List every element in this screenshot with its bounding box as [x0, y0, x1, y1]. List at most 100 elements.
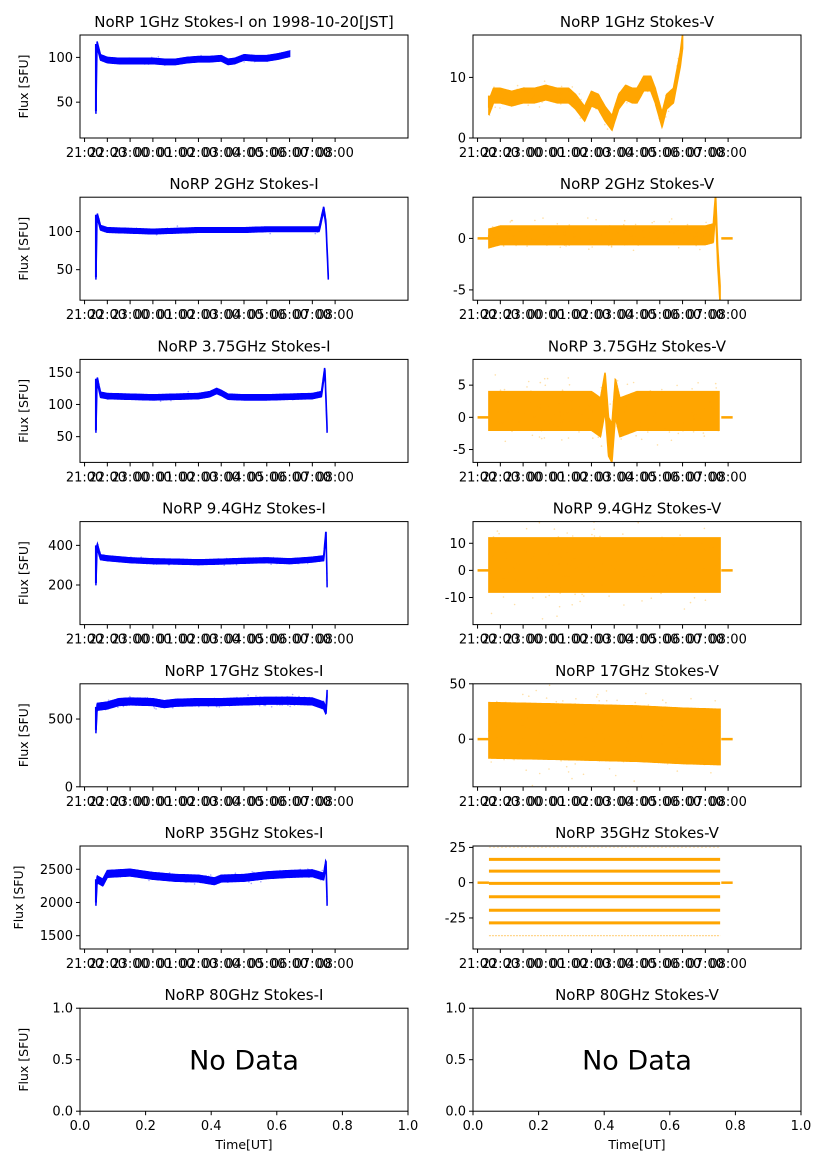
data-point	[524, 397, 526, 400]
data-point	[166, 705, 168, 707]
data-point	[708, 224, 710, 226]
data-point	[286, 875, 289, 877]
data-point	[156, 875, 158, 878]
data-point	[671, 100, 673, 102]
data-point	[573, 566, 576, 568]
data-point	[499, 586, 502, 588]
data-point	[269, 559, 272, 562]
data-point	[495, 725, 497, 727]
data-point	[222, 701, 224, 703]
data-point	[641, 92, 643, 94]
data-point	[285, 557, 288, 560]
data-point	[612, 438, 614, 440]
data-point	[302, 558, 304, 561]
data-point	[575, 567, 578, 569]
x-tick-label: 02:00	[180, 470, 217, 485]
data-point	[614, 577, 617, 579]
data-point	[597, 436, 600, 439]
data-point	[555, 228, 558, 231]
data-point	[311, 703, 314, 706]
data-point	[534, 400, 537, 402]
data-point	[605, 690, 608, 692]
data-point	[507, 410, 509, 413]
data-point	[491, 226, 494, 228]
data-point	[217, 562, 220, 564]
data-point	[544, 586, 547, 589]
data-point	[243, 61, 245, 63]
data-point	[530, 727, 532, 730]
data-point	[148, 879, 150, 882]
data-point	[582, 114, 584, 117]
data-point	[675, 84, 677, 87]
data-point	[593, 535, 596, 537]
data-point	[555, 700, 558, 703]
data-point	[670, 405, 672, 408]
data-point	[251, 559, 254, 562]
data-point	[575, 698, 577, 700]
data-point	[610, 450, 613, 453]
data-point	[149, 877, 152, 879]
data-point	[285, 229, 288, 232]
data-point	[259, 558, 262, 561]
data-point	[573, 96, 575, 99]
data-point	[678, 63, 680, 66]
data-point	[252, 396, 254, 399]
data-point	[628, 95, 631, 98]
data-point	[172, 61, 175, 64]
data-point	[616, 562, 619, 565]
data-point	[656, 421, 659, 424]
data-point	[284, 698, 286, 700]
data-point	[198, 877, 201, 879]
data-point	[581, 755, 583, 758]
data-point	[516, 740, 519, 742]
data-point	[492, 582, 495, 585]
data-point	[634, 233, 636, 236]
data-point	[602, 109, 605, 112]
data-point	[537, 722, 540, 724]
data-point	[625, 559, 628, 562]
data-point	[625, 229, 627, 232]
data-point	[99, 705, 101, 708]
data-point	[712, 416, 714, 418]
data-point	[496, 233, 498, 235]
data-point	[548, 235, 550, 237]
data-point	[645, 760, 647, 763]
data-point	[531, 784, 534, 787]
data-point	[614, 569, 616, 572]
data-point	[521, 724, 524, 726]
data-point	[144, 558, 146, 561]
data-point	[676, 72, 678, 74]
data-point	[272, 874, 275, 876]
data-point	[675, 757, 678, 760]
data-point	[504, 397, 506, 399]
data-point	[138, 699, 140, 702]
data-point	[512, 234, 515, 237]
data-point	[597, 232, 599, 234]
data-point	[683, 608, 686, 610]
data-point	[320, 704, 322, 706]
data-point	[279, 704, 281, 706]
x-tick-label: 06:00	[664, 633, 701, 648]
data-point	[187, 559, 190, 562]
data-point	[515, 244, 517, 247]
data-point	[97, 544, 99, 546]
data-point	[496, 234, 499, 237]
data-point	[660, 112, 662, 115]
data-point	[636, 99, 639, 101]
data-point	[606, 113, 609, 116]
data-point	[634, 102, 636, 104]
data-point	[227, 229, 229, 231]
data-point	[653, 220, 655, 223]
data-point	[147, 560, 150, 563]
data-point	[96, 543, 99, 545]
data-point	[162, 703, 164, 705]
x-tick-label: 08:00	[709, 957, 746, 972]
data-point	[666, 574, 668, 577]
data-point	[597, 693, 599, 696]
data-point	[635, 90, 638, 92]
data-point	[212, 883, 214, 885]
data-point	[708, 745, 710, 748]
data-point	[624, 747, 627, 750]
data-point	[692, 762, 695, 764]
data-point	[569, 408, 572, 411]
